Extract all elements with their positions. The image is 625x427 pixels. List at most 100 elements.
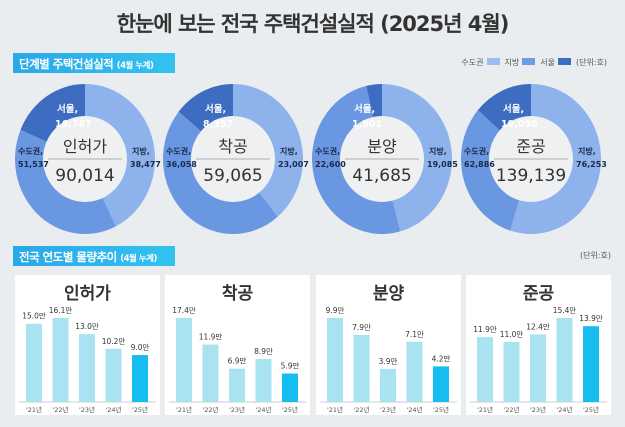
bar <box>79 334 95 402</box>
bar-label: 12.4만 <box>526 322 550 331</box>
x-tick: '23년 <box>530 405 546 414</box>
x-tick: '22년 <box>52 405 68 414</box>
donut-total: 90,014 <box>55 166 114 186</box>
value-local: 38,477 <box>130 160 161 169</box>
bar <box>556 318 573 402</box>
bar-label: 11.0만 <box>500 330 524 339</box>
bar-panel: 분양 9.9만 '21년 7.9만 '22년 3.9만 '23년 7.1만 '24년 4.2만 '2… <box>316 275 461 415</box>
label-local: 지방, <box>132 146 150 156</box>
label-capital: 수도권, <box>166 146 191 156</box>
legend-capital: 수도권 <box>461 57 500 68</box>
bar-label: 6.9만 <box>228 357 247 366</box>
x-tick: '24년 <box>105 405 121 414</box>
label-seoul: 서울, <box>57 103 78 115</box>
donut-total: 139,139 <box>496 166 566 186</box>
bar <box>202 344 219 402</box>
value-seoul: 1,501 <box>352 119 382 130</box>
label-local: 지방, <box>280 146 298 156</box>
legend-capital-swatch <box>486 58 500 65</box>
bar-label: 11.9만 <box>199 333 223 342</box>
legend-unit: (단위:호) <box>575 58 607 67</box>
label-capital: 수도권, <box>18 146 43 156</box>
donut-title: 착공 <box>218 137 247 156</box>
x-tick: '25년 <box>433 405 449 414</box>
x-tick: '21년 <box>176 405 192 414</box>
x-tick: '24년 <box>406 405 422 414</box>
bar <box>255 359 272 402</box>
x-tick: '25년 <box>282 405 298 414</box>
section-note: (4월 누계) <box>116 61 154 71</box>
bar-label: 9.9만 <box>326 306 345 315</box>
bar-label: 5.9만 <box>281 362 300 371</box>
bar <box>282 373 298 402</box>
bar <box>52 318 69 402</box>
legend-seoul-swatch <box>557 58 571 65</box>
bar <box>132 355 148 402</box>
section-header-trend: 전국 연도별 물량추이 (4월 누계) <box>13 246 175 266</box>
panel-title: 분양 <box>373 284 405 304</box>
panel-title: 인허가 <box>64 284 111 304</box>
label-seoul: 서울, <box>205 103 226 115</box>
x-tick: '25년 <box>583 405 599 414</box>
unit-label: (단위:호) <box>579 251 611 260</box>
donut-total: 41,685 <box>352 166 411 186</box>
bar <box>229 368 245 402</box>
legend-local: 지방 <box>505 57 536 68</box>
bar-panel: 준공 11.9만 '21년 11.0만 '22년 12.4만 '23년 15.4만 '24년 13… <box>466 275 611 415</box>
bar <box>583 326 599 402</box>
value-capital: 51,537 <box>18 160 49 169</box>
legend-local-label: 지방 <box>504 58 520 67</box>
value-seoul: 8,357 <box>203 119 233 130</box>
donut-total: 59,065 <box>203 166 262 186</box>
bar-label: 13.0만 <box>75 322 99 331</box>
bar-label: 9.0만 <box>131 343 150 352</box>
value-capital: 22,600 <box>315 160 346 169</box>
bar-label: 13.9만 <box>579 314 603 323</box>
legend-seoul-label: 서울 <box>540 58 555 67</box>
bar-label: 7.9만 <box>352 323 371 332</box>
section-note: (4월 누계) <box>120 254 157 264</box>
bar <box>530 334 546 402</box>
panel-title: 준공 <box>523 284 555 304</box>
bar <box>353 334 370 402</box>
value-local: 76,253 <box>576 160 607 169</box>
value-capital: 62,886 <box>464 160 495 169</box>
value-capital: 36,058 <box>166 160 197 169</box>
label-local: 지방, <box>429 146 447 156</box>
legend-seoul: 서울 <box>540 57 571 68</box>
bar <box>380 368 396 402</box>
legend-capital-label: 수도권 <box>461 58 484 67</box>
x-tick: '22년 <box>202 405 218 414</box>
x-tick: '23년 <box>79 405 95 414</box>
value-local: 23,007 <box>278 160 309 169</box>
label-capital: 수도권, <box>315 146 340 156</box>
x-tick: '25년 <box>132 405 148 414</box>
value-local: 19,085 <box>427 160 458 169</box>
x-tick: '23년 <box>380 405 396 414</box>
x-tick: '23년 <box>229 405 245 414</box>
legend-local-swatch <box>522 58 536 65</box>
bar-label: 3.9만 <box>379 357 398 366</box>
bar <box>477 337 493 402</box>
value-seoul: 16,787 <box>55 119 92 130</box>
x-tick: '24년 <box>556 405 572 414</box>
bar <box>406 341 423 402</box>
section-label: 전국 연도별 물량추이 <box>19 250 117 264</box>
donut-title: 인허가 <box>63 137 107 156</box>
bar <box>26 323 42 402</box>
x-tick: '22년 <box>503 405 519 414</box>
bar-label: 15.4만 <box>553 306 577 315</box>
legend: 수도권 지방 서울 (단위:호) <box>461 57 607 68</box>
bar-label: 11.9만 <box>473 325 497 334</box>
bar-label: 16.1만 <box>49 306 73 315</box>
bar <box>327 318 343 402</box>
label-seoul: 서울, <box>503 103 524 115</box>
donut-title: 분양 <box>367 137 397 156</box>
bar-label: 17.4만 <box>172 306 196 315</box>
bar-label: 8.9만 <box>254 347 273 356</box>
bar <box>105 348 122 402</box>
panel-title: 착공 <box>222 284 254 304</box>
section-header-stage: 단계별 주택건설실적 (4월 누계) <box>13 53 175 73</box>
bar <box>503 342 520 402</box>
